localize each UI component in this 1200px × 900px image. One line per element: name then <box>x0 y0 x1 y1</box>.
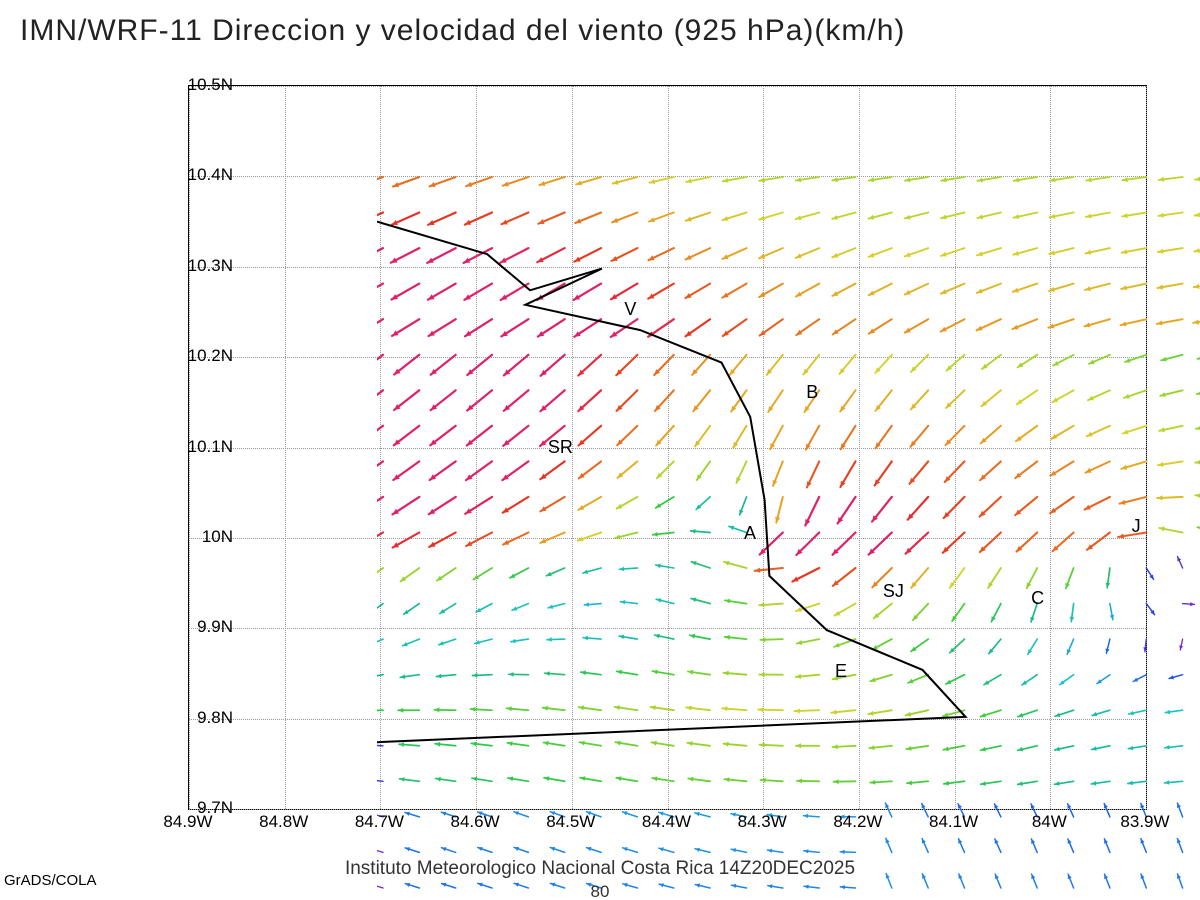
y-axis-tick-label: 10.3N <box>173 256 233 276</box>
footer-page-number: 80 <box>591 882 610 900</box>
label-region-j: J <box>1132 516 1141 537</box>
x-axis-tick-label: 84.9W <box>158 812 218 832</box>
x-axis-tick-label: 84W <box>1019 812 1079 832</box>
x-axis-tick-label: 84.3W <box>732 812 792 832</box>
label-region-a: A <box>744 523 756 544</box>
label-region-c: C <box>1031 588 1044 609</box>
x-axis-tick-label: 84.8W <box>254 812 314 832</box>
label-region-sj: SJ <box>883 581 904 602</box>
y-axis-tick-label: 10.5N <box>173 75 233 95</box>
label-region-b: B <box>806 382 818 403</box>
grads-cola-logo: GrADS/COLA <box>4 872 97 889</box>
label-region-v: V <box>624 299 636 320</box>
x-axis-tick-label: 84.2W <box>828 812 888 832</box>
footer-institution: Instituto Meteorologico Nacional Costa R… <box>345 858 855 880</box>
x-axis-tick-label: 84.7W <box>349 812 409 832</box>
y-axis-tick-label: 10.1N <box>173 437 233 457</box>
plot-area: V B SR A J SJ C E <box>188 85 1147 810</box>
y-axis-tick-label: 9.8N <box>173 708 233 728</box>
chart-title: IMN/WRF-11 Direccion y velocidad del vie… <box>20 14 905 48</box>
label-region-sr: SR <box>548 437 573 458</box>
gridline-horizontal <box>189 86 1146 87</box>
x-axis-tick-label: 84.5W <box>541 812 601 832</box>
x-axis-tick-label: 84.6W <box>445 812 505 832</box>
y-axis-tick-label: 10N <box>173 527 233 547</box>
y-axis-tick-label: 10.4N <box>173 165 233 185</box>
x-axis-tick-label: 84.1W <box>924 812 984 832</box>
x-axis-tick-label: 83.9W <box>1115 812 1175 832</box>
y-axis-tick-label: 10.2N <box>173 346 233 366</box>
x-axis-tick-label: 84.4W <box>637 812 697 832</box>
wind-vector-field <box>377 171 1200 894</box>
label-region-e: E <box>835 661 847 682</box>
y-axis-tick-label: 9.9N <box>173 617 233 637</box>
